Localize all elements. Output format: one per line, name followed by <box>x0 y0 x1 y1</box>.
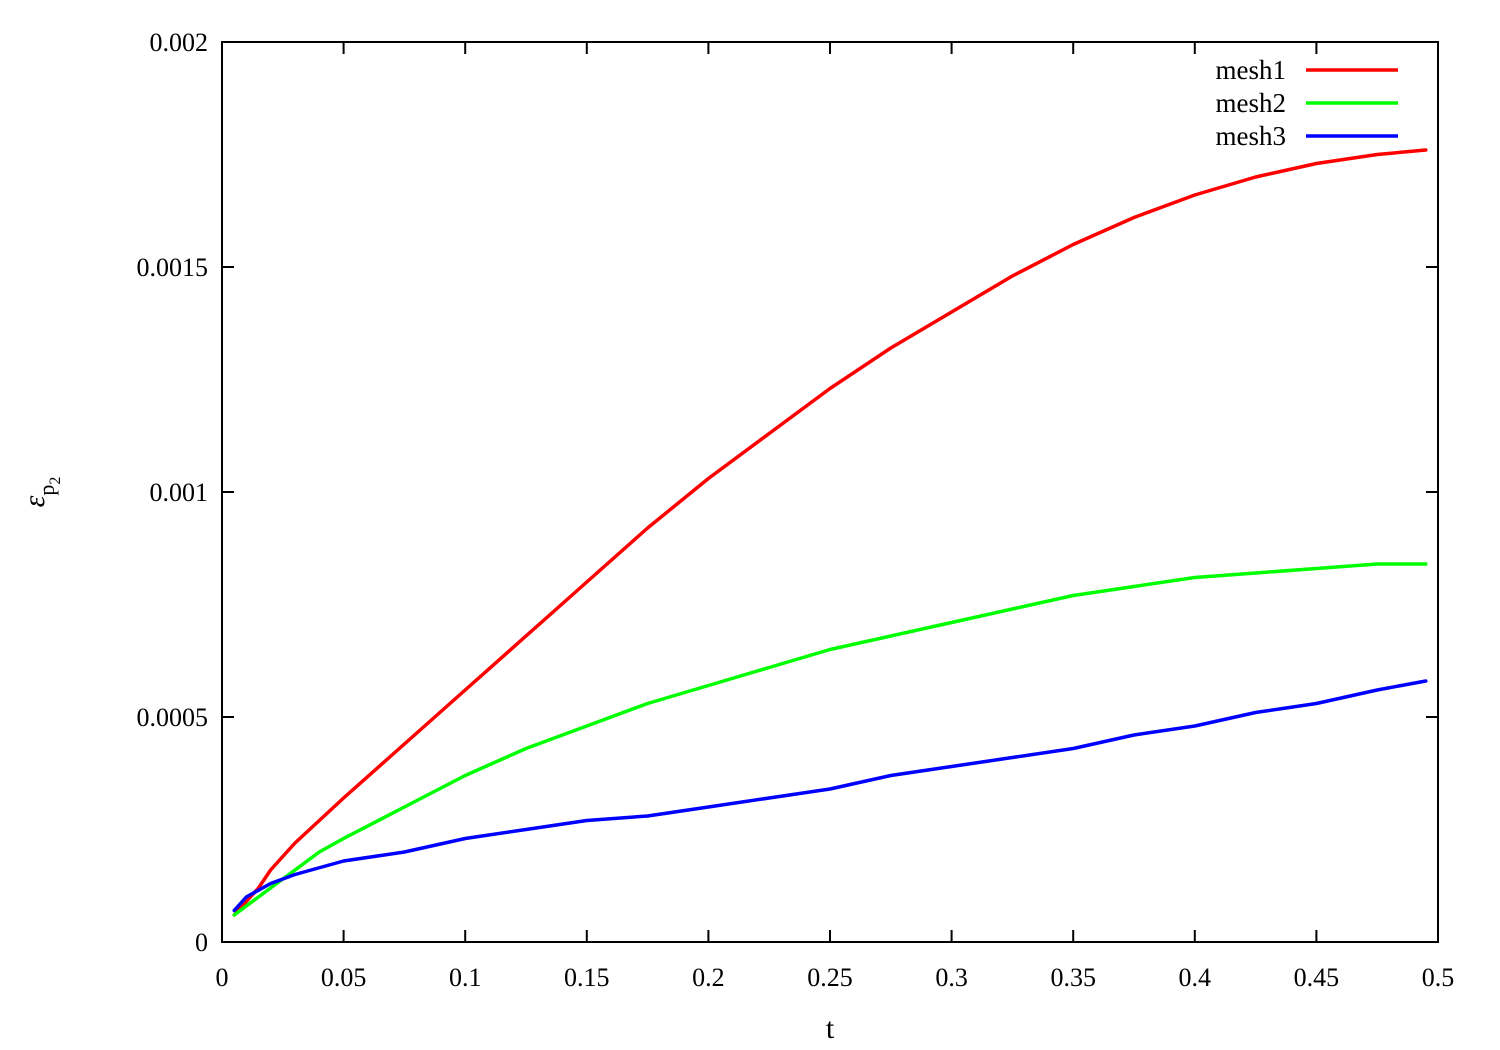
legend-label-mesh3: mesh3 <box>1216 121 1287 151</box>
x-tick-label: 0.4 <box>1179 963 1212 992</box>
y-axis-label-subscript: p <box>34 485 59 496</box>
legend-label-mesh2: mesh2 <box>1216 88 1287 118</box>
series-layer <box>232 148 1428 917</box>
x-tick-label: 0.45 <box>1294 963 1340 992</box>
x-tick-label: 0.2 <box>692 963 725 992</box>
y-axis-label-symbol: ε <box>18 495 51 507</box>
y-tick-label: 0.0015 <box>137 253 209 282</box>
x-tick-label: 0 <box>216 963 229 992</box>
y-tick-label: 0.001 <box>150 478 209 507</box>
x-tick-label: 0.5 <box>1422 963 1455 992</box>
y-axis-label-subsubscript: 2 <box>47 477 64 485</box>
legend-label-mesh1: mesh1 <box>1216 55 1287 85</box>
series-line-mesh3 <box>232 679 1428 913</box>
y-tick-label: 0.002 <box>150 28 209 57</box>
series-line-mesh2 <box>232 562 1428 917</box>
x-tick-label: 0.3 <box>935 963 968 992</box>
y-axis-label: εp2 <box>18 477 64 508</box>
ticks-layer: 0 0.05 0.1 0.15 0.2 0.25 0.3 0.35 0.4 0.45 0.5 0 0.0… <box>137 28 1455 992</box>
series-line-mesh1 <box>232 148 1428 917</box>
x-tick-label: 0.25 <box>807 963 853 992</box>
y-tick-label: 0 <box>195 928 208 957</box>
x-tick-label: 0.1 <box>449 963 482 992</box>
x-tick-label: 0.05 <box>321 963 367 992</box>
y-tick-label: 0.0005 <box>137 703 209 732</box>
x-tick-label: 0.35 <box>1050 963 1096 992</box>
x-axis-label: t <box>826 1012 835 1045</box>
svg-text:εp2: εp2 <box>18 477 64 508</box>
x-tick-label: 0.15 <box>564 963 610 992</box>
